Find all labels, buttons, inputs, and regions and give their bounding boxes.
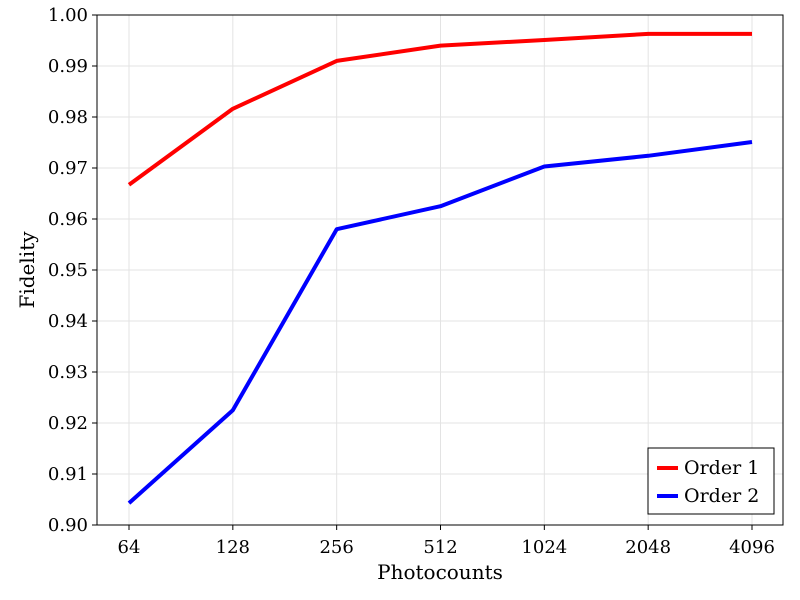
x-tick-label: 1024 <box>521 537 567 558</box>
y-tick-label: 1.00 <box>48 5 88 26</box>
y-tick-label: 0.93 <box>48 362 88 383</box>
y-tick-label: 0.94 <box>48 311 88 332</box>
y-axis: 0.90 0.91 0.92 0.93 0.94 0.95 0.96 0.97 0.98 0.99… <box>48 5 97 536</box>
legend: Order 1 Order 2 <box>647 447 775 515</box>
y-tick-label: 0.97 <box>48 158 88 179</box>
y-axis-title: Fidelity <box>15 231 39 309</box>
y-tick-label: 0.95 <box>48 260 88 281</box>
legend-label: Order 1 <box>684 457 759 479</box>
series-line <box>127 31 752 187</box>
x-tick-label: 2048 <box>625 537 671 558</box>
y-tick-label: 0.90 <box>48 515 88 536</box>
y-tick-label: 0.96 <box>48 209 88 230</box>
x-tick-label: 4096 <box>729 537 775 558</box>
y-tick-label: 0.92 <box>48 413 88 434</box>
x-tick-label: 128 <box>216 537 250 558</box>
legend-box <box>647 447 775 515</box>
series-group <box>127 31 753 505</box>
y-tick-label: 0.99 <box>48 56 88 77</box>
x-tick-label: 256 <box>319 537 353 558</box>
x-axis-title: Photocounts <box>377 560 503 584</box>
y-tick-label: 0.98 <box>48 107 88 128</box>
x-tick-label: 64 <box>118 537 141 558</box>
x-axis: 64 128 256 512 1024 2048 4096 <box>118 525 775 558</box>
y-tick-label: 0.91 <box>48 464 88 485</box>
legend-label: Order 2 <box>684 485 759 507</box>
x-tick-label: 512 <box>423 537 457 558</box>
series-line <box>127 140 753 505</box>
